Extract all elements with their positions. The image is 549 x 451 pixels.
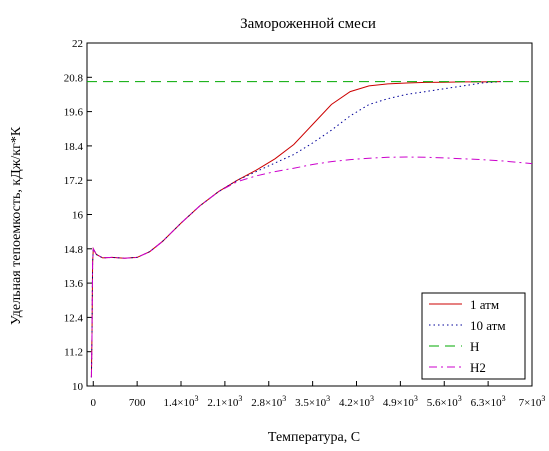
x-tick-label: 2.1×103 [207,394,242,409]
legend-label: 1 атм [470,297,499,312]
x-tick-label: 5.6×103 [427,394,462,409]
x-tick-label: 6.3×103 [471,394,506,409]
y-axis-label: Удельная тепоемкость, кДж/кг*К [9,126,24,325]
legend-label: H [470,339,479,354]
x-axis-ticks: 0 700 1.4×103 2.1×103 2.8×103 3.5×103 4.2×103 4… [91,381,546,409]
series-lines [87,81,533,378]
legend-label: H2 [470,360,486,375]
legend: 1 атм 10 атм H H2 [421,292,526,380]
x-tick-label: 7×103 [519,394,546,409]
y-tick-label: 14.8 [64,244,84,256]
x-tick-label: 4.2×103 [339,394,374,409]
y-tick-label: 19.6 [64,107,84,119]
y-tick-label: 13.6 [64,278,84,290]
y-tick-label: 10 [72,381,84,393]
legend-box [421,292,526,380]
y-tick-label: 12.4 [64,312,84,324]
x-tick-label: 0 [91,397,97,409]
y-tick-label: 11.2 [64,347,83,359]
legend-label: 10 атм [470,318,506,333]
y-axis-ticks: 10 11.2 12.4 13.6 14.8 16 17.2 18.4 19.6 20.8 22 [64,38,92,393]
chart-title: Замороженной смеси [240,16,376,32]
x-tick-label: 1.4×103 [164,394,199,409]
x-tick-label: 4.9×103 [383,394,418,409]
y-tick-label: 20.8 [64,72,84,84]
x-axis-label: Температура, С [268,430,360,445]
y-tick-label: 16 [72,210,84,222]
x-tick-label: 2.8×103 [251,394,286,409]
x-tick-label: 700 [129,397,146,409]
y-tick-label: 17.2 [64,175,83,187]
y-tick-label: 22 [72,38,83,50]
x-tick-label: 3.5×103 [295,394,330,409]
y-tick-label: 18.4 [64,141,84,153]
